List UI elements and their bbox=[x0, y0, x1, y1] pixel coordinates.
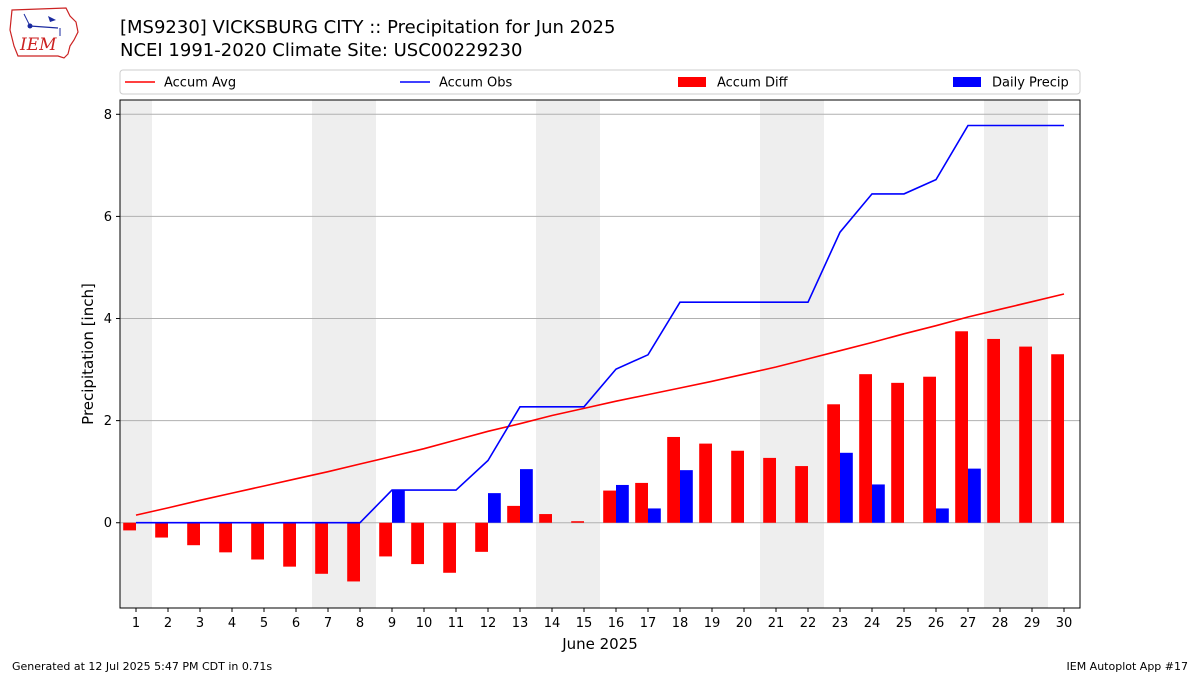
x-tick-label: 14 bbox=[544, 616, 561, 631]
weekend-shading bbox=[760, 100, 792, 608]
accum-diff-bar bbox=[987, 338, 1000, 523]
footer-generated: Generated at 12 Jul 2025 5:47 PM CDT in … bbox=[12, 660, 273, 673]
x-tick-label: 21 bbox=[768, 616, 785, 631]
accum-diff-bar bbox=[347, 522, 360, 582]
weekend-shading bbox=[536, 100, 568, 608]
accum-diff-bar bbox=[667, 436, 680, 523]
daily-precip-bar bbox=[648, 508, 661, 523]
daily-precip-bar bbox=[392, 490, 405, 523]
accum-obs-line bbox=[136, 124, 1064, 524]
accum-diff-bar bbox=[763, 457, 776, 523]
legend-label: Accum Avg bbox=[164, 76, 236, 91]
accum-diff-bar bbox=[507, 505, 520, 523]
weekend-shading bbox=[792, 100, 824, 608]
legend-label: Daily Precip bbox=[992, 76, 1069, 91]
daily-precip-bar bbox=[968, 468, 981, 523]
legend-swatch-bar bbox=[953, 77, 981, 87]
legend-label: Accum Diff bbox=[717, 76, 789, 91]
x-tick-label: 26 bbox=[928, 616, 945, 631]
x-tick-label: 11 bbox=[448, 616, 465, 631]
x-tick-label: 17 bbox=[640, 616, 657, 631]
x-tick-label: 5 bbox=[260, 616, 268, 631]
accum-diff-bar bbox=[827, 404, 840, 523]
chart-title: [MS9230] VICKSBURG CITY :: Precipitation… bbox=[120, 17, 616, 38]
daily-precip-bar bbox=[488, 493, 501, 523]
x-tick-label: 10 bbox=[416, 616, 433, 631]
x-tick-label: 18 bbox=[672, 616, 689, 631]
accum-diff-bar bbox=[923, 376, 936, 523]
accum-diff-bar bbox=[251, 522, 264, 560]
accum-diff-bar bbox=[603, 490, 616, 523]
accum-diff-bar bbox=[1019, 346, 1032, 523]
daily-precip-bar bbox=[520, 469, 533, 523]
x-tick-label: 8 bbox=[356, 616, 364, 631]
y-tick-label: 2 bbox=[104, 414, 112, 429]
legend-label: Accum Obs bbox=[439, 76, 512, 91]
daily-precip-bar bbox=[872, 484, 885, 523]
weekend-shading bbox=[120, 100, 152, 608]
accum-diff-bar bbox=[443, 522, 456, 573]
x-tick-label: 24 bbox=[864, 616, 881, 631]
x-tick-label: 4 bbox=[228, 616, 236, 631]
x-tick-label: 22 bbox=[800, 616, 817, 631]
accum-diff-bar bbox=[187, 522, 200, 546]
y-tick-label: 6 bbox=[104, 210, 112, 225]
x-tick-label: 3 bbox=[196, 616, 204, 631]
x-tick-label: 25 bbox=[896, 616, 913, 631]
x-tick-label: 16 bbox=[608, 616, 625, 631]
daily-precip-bar bbox=[936, 508, 949, 523]
x-tick-label: 2 bbox=[164, 616, 172, 631]
accum-diff-bar bbox=[731, 450, 744, 523]
accum-diff-bar bbox=[891, 382, 904, 523]
x-tick-label: 30 bbox=[1056, 616, 1073, 631]
y-tick-label: 4 bbox=[104, 312, 112, 327]
iem-logo-icon: IEM bbox=[8, 6, 80, 60]
daily-precip-bar bbox=[680, 470, 693, 523]
y-axis-label: Precipitation [inch] bbox=[79, 283, 97, 425]
x-tick-label: 20 bbox=[736, 616, 753, 631]
accum-diff-bar bbox=[955, 331, 968, 523]
x-tick-label: 27 bbox=[960, 616, 977, 631]
accum-diff-bar bbox=[475, 522, 488, 552]
weekend-shading bbox=[568, 100, 600, 608]
accum-diff-bar bbox=[795, 466, 808, 523]
accum-diff-bar bbox=[155, 522, 168, 538]
x-tick-label: 29 bbox=[1024, 616, 1041, 631]
accum-diff-bar bbox=[539, 514, 552, 523]
legend-box bbox=[119, 69, 1081, 95]
accum-diff-bar bbox=[699, 443, 712, 523]
x-axis-label: June 2025 bbox=[561, 635, 638, 653]
chart-subtitle: NCEI 1991-2020 Climate Site: USC00229230 bbox=[120, 40, 523, 61]
footer-app: IEM Autoplot App #17 bbox=[1066, 660, 1189, 673]
accum-diff-bar bbox=[315, 522, 328, 574]
legend-swatch-bar bbox=[678, 77, 706, 87]
daily-precip-bar bbox=[840, 452, 853, 523]
plot-frame bbox=[119, 99, 1081, 609]
x-tick-label: 28 bbox=[992, 616, 1009, 631]
accum-diff-bar bbox=[219, 522, 232, 553]
x-tick-label: 1 bbox=[132, 616, 140, 631]
x-tick-label: 13 bbox=[512, 616, 529, 631]
x-tick-label: 12 bbox=[480, 616, 497, 631]
daily-precip-bar bbox=[616, 484, 629, 523]
y-tick-label: 8 bbox=[104, 108, 112, 123]
x-tick-label: 19 bbox=[704, 616, 721, 631]
accum-diff-bar bbox=[411, 522, 424, 565]
accum-diff-bar bbox=[571, 521, 584, 523]
accum-diff-bar bbox=[635, 482, 648, 523]
accum-diff-bar bbox=[379, 522, 392, 557]
accum-diff-bar bbox=[859, 374, 872, 523]
x-tick-label: 7 bbox=[324, 616, 332, 631]
accum-avg-line bbox=[135, 293, 1065, 516]
y-tick-label: 0 bbox=[104, 516, 112, 531]
x-tick-label: 15 bbox=[576, 616, 593, 631]
accum-diff-bar bbox=[123, 522, 136, 531]
accum-diff-bar bbox=[1051, 354, 1064, 523]
x-tick-label: 6 bbox=[292, 616, 300, 631]
x-tick-label: 23 bbox=[832, 616, 849, 631]
svg-text:IEM: IEM bbox=[19, 35, 57, 55]
accum-diff-bar bbox=[283, 522, 296, 567]
x-tick-label: 9 bbox=[388, 616, 396, 631]
